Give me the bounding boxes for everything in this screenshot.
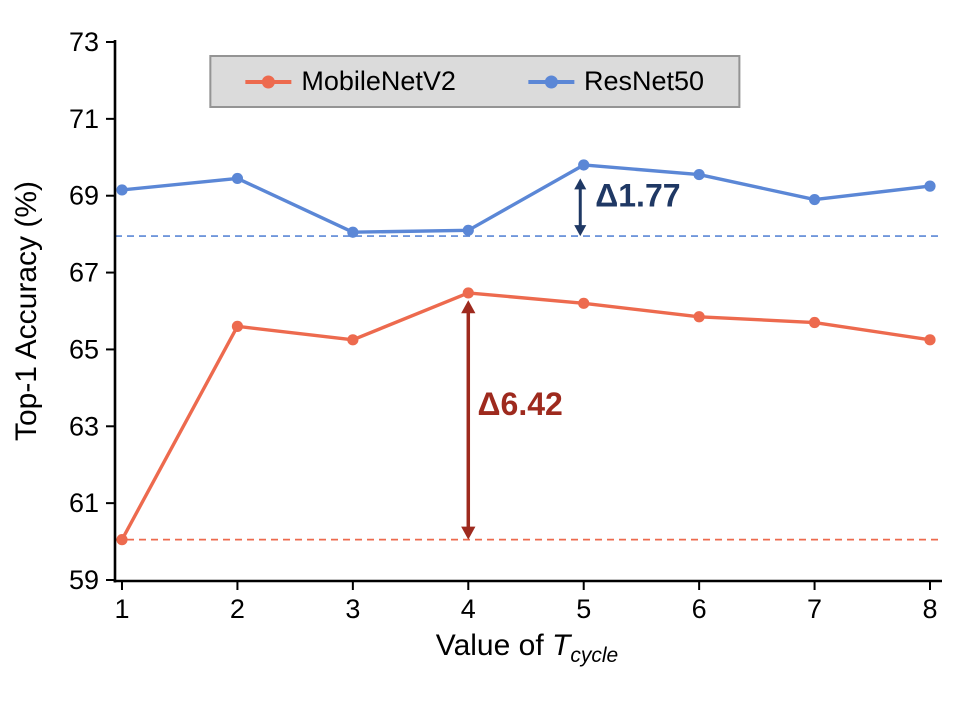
mobilenetv2-data-point[interactable] [808,316,821,329]
resnet50-delta-label: Δ1.77 [595,177,680,213]
x-tick-label: 8 [922,594,937,624]
resnet50-data-point[interactable] [924,180,936,192]
resnet50-data-point[interactable] [462,224,474,236]
x-tick-label: 7 [807,594,822,624]
y-tick-label: 59 [69,565,99,595]
legend-label-resnet50: ResNet50 [583,66,705,96]
mobilenetv2-data-point[interactable] [116,534,128,546]
y-tick-label: 71 [69,104,99,134]
mobilenetv2-data-point[interactable] [347,334,359,346]
legend: MobileNetV2 ResNet50 [209,55,741,108]
y-tick-label: 65 [69,334,99,364]
resnet50-data-point[interactable] [231,172,244,185]
resnet50-data-point[interactable] [808,193,821,206]
y-tick-label: 73 [69,27,99,57]
x-tick-label: 3 [345,594,360,624]
mobilenetv2-marker-icon [245,75,292,88]
resnet50-data-point[interactable] [578,159,590,171]
resnet50-data-point[interactable] [693,168,705,181]
y-axis-title: Top-1 Accuracy (%) [10,181,43,441]
resnet50-data-point[interactable] [116,184,128,196]
mobilenetv2-delta-arrowhead-top [461,300,476,314]
x-tick-label: 5 [576,594,591,624]
resnet50-delta-arrowhead-bottom [574,225,587,237]
mobilenetv2-delta-label: Δ6.42 [478,386,563,422]
legend-item-mobilenetv2[interactable]: MobileNetV2 [245,66,456,97]
x-tick-label: 2 [230,594,245,624]
mobilenetv2-data-point[interactable] [924,334,936,346]
legend-item-resnet50[interactable]: ResNet50 [527,66,705,97]
mobilenetv2-data-point[interactable] [693,311,705,323]
mobilenetv2-data-point[interactable] [231,320,244,332]
y-tick-label: 69 [69,181,99,211]
y-tick-label: 61 [69,488,99,518]
x-tick-label: 4 [461,594,476,624]
resnet50-marker-icon [527,75,574,88]
x-tick-label: 6 [692,594,707,624]
resnet50-data-point[interactable] [347,226,359,238]
mobilenetv2-delta-arrowhead-bottom [461,526,476,540]
resnet50-delta-arrowhead-top [574,178,587,190]
y-tick-label: 67 [69,258,99,288]
y-tick-label: 63 [69,411,99,441]
x-axis-title: Value of Tcycle [436,629,618,667]
legend-label-mobilenetv2: MobileNetV2 [301,66,456,96]
resnet50-line [121,163,931,234]
mobilenetv2-data-point[interactable] [578,297,590,309]
x-tick-label: 1 [114,594,129,624]
mobilenetv2-data-point[interactable] [462,287,474,299]
mobilenetv2-line [120,291,931,541]
